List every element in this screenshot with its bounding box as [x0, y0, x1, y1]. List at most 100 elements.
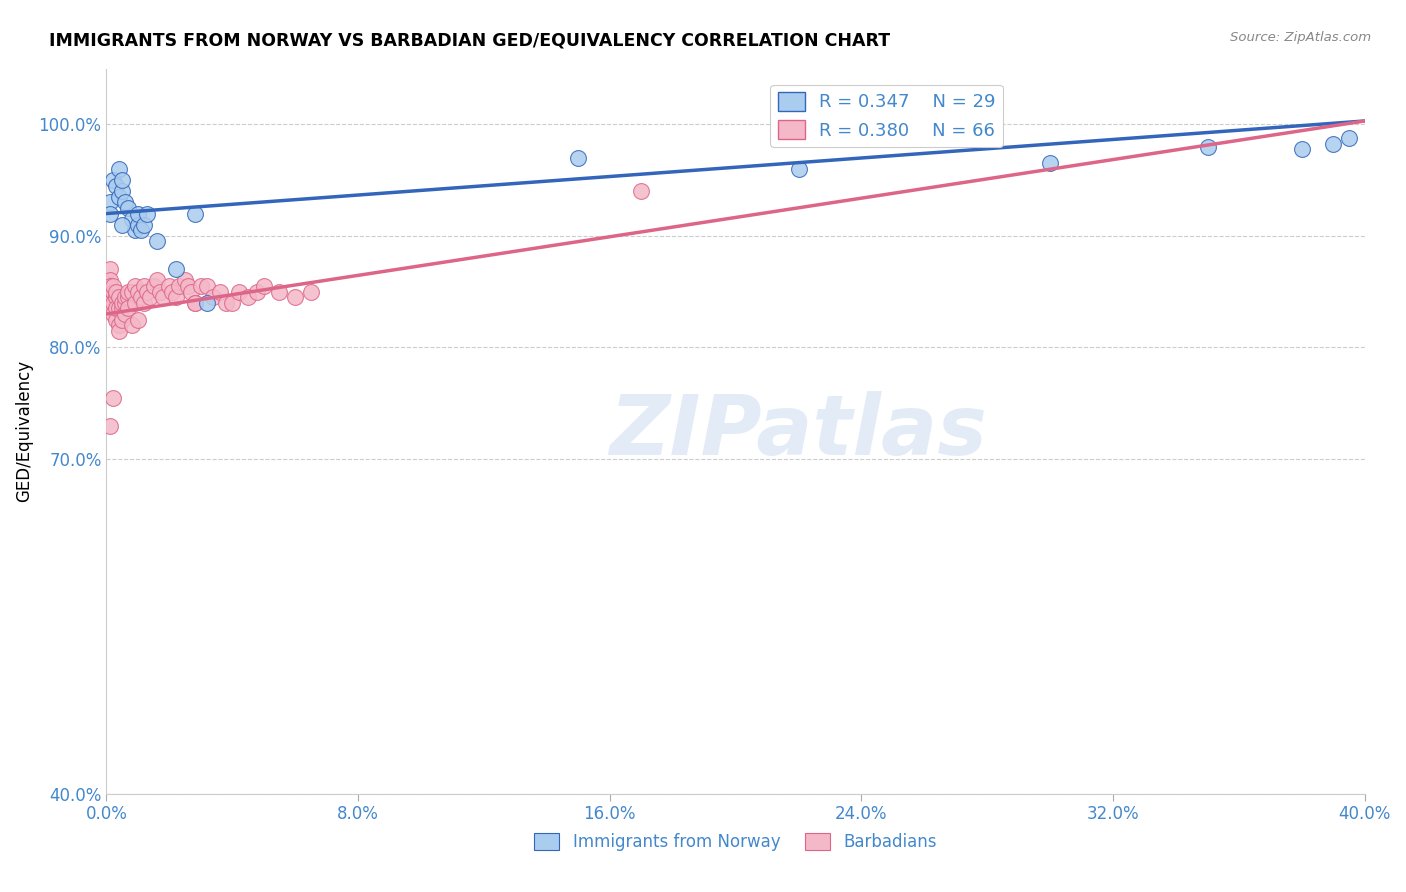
Point: [174, 273, 197, 287]
Point: [124, 279, 146, 293]
Point: [104, 285, 127, 299]
Point: [114, 295, 136, 310]
Point: [101, 391, 124, 405]
Point: [111, 295, 134, 310]
Point: [136, 206, 159, 220]
Point: [104, 178, 127, 193]
Point: [117, 201, 139, 215]
Point: [134, 279, 156, 293]
Legend: R = 0.347    N = 29, R = 0.380    N = 66: R = 0.347 N = 29, R = 0.380 N = 66: [770, 85, 1002, 147]
Point: [1039, 156, 1062, 170]
Point: [145, 273, 167, 287]
Point: [269, 285, 291, 299]
Point: [183, 295, 205, 310]
Point: [165, 262, 187, 277]
Point: [183, 206, 205, 220]
Point: [108, 324, 131, 338]
Point: [111, 218, 134, 232]
Point: [162, 285, 184, 299]
Point: [1322, 137, 1344, 152]
Point: [167, 279, 190, 293]
Point: [221, 295, 243, 310]
Point: [101, 173, 124, 187]
Point: [165, 290, 187, 304]
Point: [104, 312, 127, 326]
Y-axis label: GED/Equivalency: GED/Equivalency: [15, 360, 32, 502]
Point: [98, 273, 121, 287]
Point: [139, 290, 162, 304]
Point: [98, 279, 121, 293]
Text: Source: ZipAtlas.com: Source: ZipAtlas.com: [1230, 31, 1371, 45]
Point: [108, 318, 131, 332]
Point: [284, 290, 307, 304]
Point: [111, 184, 134, 198]
Point: [134, 218, 156, 232]
Point: [787, 161, 810, 176]
Point: [114, 307, 136, 321]
Point: [145, 235, 167, 249]
Point: [136, 285, 159, 299]
Point: [195, 295, 218, 310]
Point: [152, 290, 174, 304]
Point: [215, 295, 238, 310]
Point: [127, 218, 149, 232]
Point: [98, 418, 121, 433]
Point: [253, 279, 276, 293]
Point: [236, 290, 259, 304]
Point: [183, 295, 205, 310]
Point: [246, 285, 269, 299]
Point: [124, 223, 146, 237]
Point: [108, 301, 131, 316]
Point: [1339, 130, 1361, 145]
Point: [114, 290, 136, 304]
Point: [129, 223, 152, 237]
Point: [101, 307, 124, 321]
Point: [98, 206, 121, 220]
Point: [567, 151, 589, 165]
Point: [108, 161, 131, 176]
Point: [124, 295, 146, 310]
Text: ZIPatlas: ZIPatlas: [610, 391, 987, 472]
Point: [299, 285, 322, 299]
Text: IMMIGRANTS FROM NORWAY VS BARBADIAN GED/EQUIVALENCY CORRELATION CHART: IMMIGRANTS FROM NORWAY VS BARBADIAN GED/…: [49, 31, 890, 49]
Point: [121, 212, 143, 227]
Point: [1197, 139, 1219, 153]
Point: [111, 173, 134, 187]
Point: [121, 318, 143, 332]
Point: [129, 290, 152, 304]
Point: [202, 290, 225, 304]
Point: [142, 279, 165, 293]
Point: [111, 301, 134, 316]
Point: [101, 295, 124, 310]
Point: [228, 285, 250, 299]
Point: [104, 301, 127, 316]
Point: [121, 285, 143, 299]
Point: [134, 295, 156, 310]
Point: [117, 301, 139, 316]
Point: [177, 279, 200, 293]
Point: [117, 285, 139, 299]
Point: [101, 279, 124, 293]
Point: [208, 285, 231, 299]
Point: [98, 262, 121, 277]
Point: [195, 279, 218, 293]
Point: [127, 206, 149, 220]
Point: [117, 290, 139, 304]
Point: [104, 290, 127, 304]
Point: [108, 290, 131, 304]
Point: [127, 312, 149, 326]
Point: [630, 184, 652, 198]
Point: [180, 285, 202, 299]
Point: [114, 195, 136, 210]
Point: [1291, 142, 1313, 156]
Point: [149, 285, 172, 299]
Point: [98, 301, 121, 316]
Point: [108, 190, 131, 204]
Point: [157, 279, 180, 293]
Point: [190, 279, 212, 293]
Point: [101, 285, 124, 299]
Point: [111, 312, 134, 326]
Point: [127, 285, 149, 299]
Point: [98, 295, 121, 310]
Point: [98, 195, 121, 210]
